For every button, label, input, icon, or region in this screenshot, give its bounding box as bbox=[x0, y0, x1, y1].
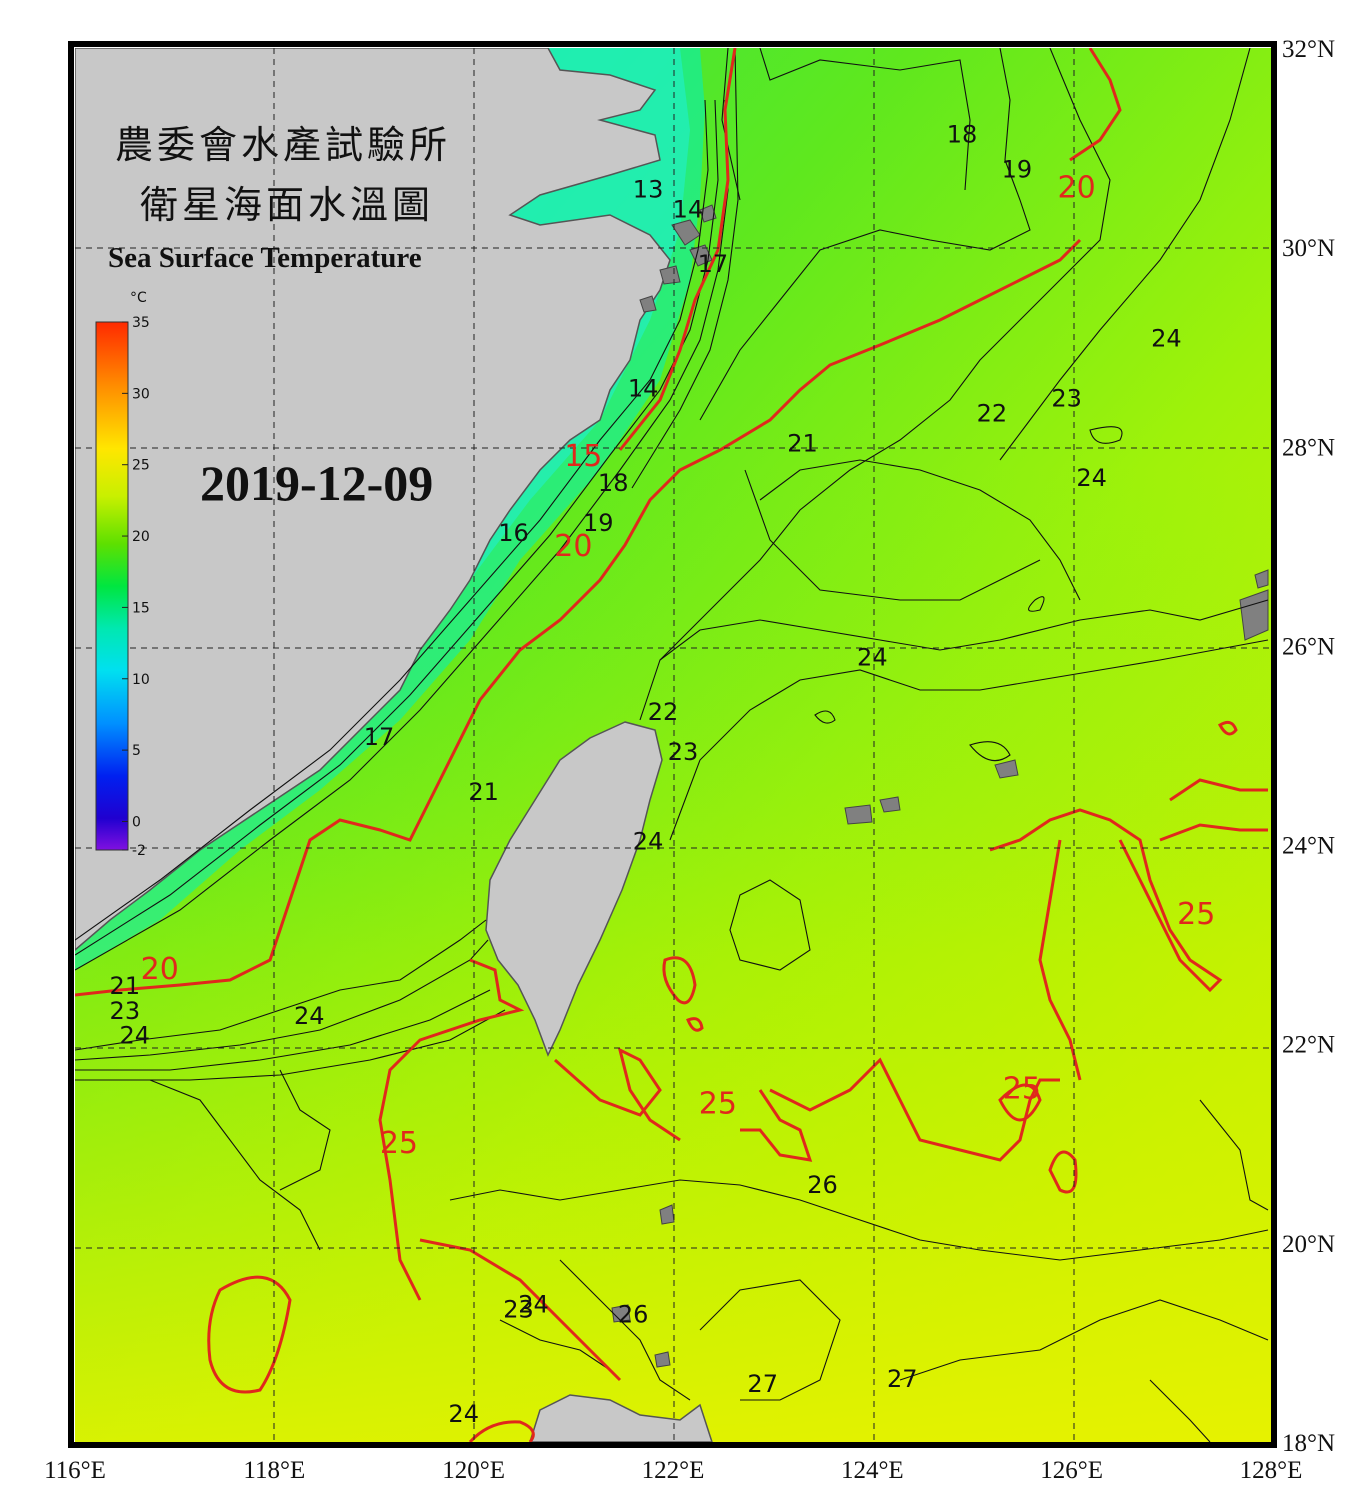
isotherm-label: 24 bbox=[120, 1022, 151, 1050]
isotherm-label: 13 bbox=[633, 175, 664, 203]
isotherm-label: 23 bbox=[110, 997, 141, 1025]
map-frame bbox=[68, 41, 1277, 1448]
colorbar-tick-label: 5 bbox=[132, 743, 141, 759]
colorbar-tick-label: 25 bbox=[132, 458, 150, 474]
colorbar-tick-label: 35 bbox=[132, 315, 150, 331]
isotherm-label: 27 bbox=[887, 1365, 918, 1393]
major-isotherm-label: 20 bbox=[141, 952, 179, 987]
latitude-label: 32°N bbox=[1282, 36, 1335, 63]
title-agency: 農委會水產試驗所 bbox=[115, 123, 451, 167]
isotherm-label: 19 bbox=[1002, 155, 1033, 183]
longitude-label: 120°E bbox=[442, 1457, 505, 1484]
major-isotherm-label: 20 bbox=[1058, 170, 1096, 205]
longitude-label: 118°E bbox=[243, 1457, 305, 1484]
isotherm-label: 21 bbox=[110, 972, 141, 1000]
colorbar-tick-label: -2 bbox=[132, 843, 146, 859]
isotherm-label: 19 bbox=[583, 509, 614, 537]
china-mainland bbox=[75, 48, 671, 951]
isotherm-label: 24 bbox=[294, 1002, 325, 1030]
isotherm-label: 24 bbox=[518, 1291, 549, 1319]
isotherm-label: 26 bbox=[618, 1301, 649, 1329]
isotherm-label: 23 bbox=[668, 738, 699, 766]
colorbar-tick-label: 10 bbox=[132, 672, 150, 688]
colorbar-tick-label: 0 bbox=[132, 814, 141, 830]
longitude-label: 126°E bbox=[1040, 1457, 1103, 1484]
isotherm-label: 22 bbox=[977, 399, 1008, 427]
graticule bbox=[75, 48, 1271, 1442]
isotherm-label: 18 bbox=[947, 121, 978, 149]
colorbar-gradient bbox=[95, 321, 129, 851]
latitude-label: 26°N bbox=[1282, 633, 1335, 660]
isotherm-label: 22 bbox=[648, 698, 679, 726]
title-map-name: 衛星海面水溫圖 bbox=[140, 183, 434, 227]
isotherm-label: 14 bbox=[673, 195, 704, 223]
isotherm-label: 24 bbox=[1076, 464, 1107, 492]
taiwan-island bbox=[485, 721, 663, 1057]
latitude-label: 20°N bbox=[1282, 1231, 1335, 1258]
colorbar: °C 35 30 25 20 15 10 5 0 -2 bbox=[95, 290, 150, 859]
longitude-labels: 116°E 118°E 120°E 122°E 124°E 126°E 128°E bbox=[44, 1457, 1302, 1484]
latitude-label: 28°N bbox=[1282, 434, 1335, 461]
major-isotherm-label: 15 bbox=[564, 439, 602, 474]
map-date: 2019-12-09 bbox=[200, 455, 433, 511]
colorbar-unit: °C bbox=[130, 290, 147, 306]
isotherm-label: 26 bbox=[807, 1171, 838, 1199]
isotherm-label: 24 bbox=[857, 643, 888, 671]
isotherm-label: 24 bbox=[448, 1400, 479, 1428]
isotherm-label: 24 bbox=[1151, 325, 1182, 353]
latitude-label: 30°N bbox=[1282, 235, 1335, 262]
luzon-island bbox=[529, 1394, 713, 1442]
longitude-label: 124°E bbox=[841, 1457, 904, 1484]
latitude-label: 24°N bbox=[1282, 833, 1335, 860]
longitude-label: 116°E bbox=[44, 1457, 106, 1484]
longitude-label: 128°E bbox=[1240, 1457, 1303, 1484]
isotherm-label: 21 bbox=[787, 429, 818, 457]
colorbar-tick-label: 30 bbox=[132, 386, 150, 402]
latitude-labels: 32°N 30°N 28°N 26°N 24°N 22°N 20°N 18°N bbox=[1282, 36, 1335, 1457]
isotherm-label: 23 bbox=[1051, 384, 1082, 412]
major-isotherm-label: 25 bbox=[1003, 1071, 1041, 1106]
title-english: Sea Surface Temperature bbox=[108, 242, 422, 274]
zhoushan-islands bbox=[639, 204, 717, 313]
major-isotherm-label: 25 bbox=[1177, 897, 1215, 932]
latitude-label: 22°N bbox=[1282, 1032, 1335, 1059]
isotherm-label: 23 bbox=[503, 1296, 534, 1324]
isotherm-label: 16 bbox=[498, 519, 529, 547]
isotherm-label: 17 bbox=[698, 250, 729, 278]
latitude-label: 18°N bbox=[1282, 1430, 1335, 1457]
major-isotherm-label: 25 bbox=[380, 1126, 418, 1161]
isotherm-label: 24 bbox=[633, 828, 664, 856]
major-isotherm-label: 20 bbox=[554, 529, 592, 564]
colorbar-tick-label: 15 bbox=[132, 600, 150, 616]
isotherm-label: 14 bbox=[628, 375, 659, 403]
colorbar-tick-label: 20 bbox=[132, 529, 150, 545]
isotherm-label: 21 bbox=[468, 778, 499, 806]
isotherm-labels: 1314171819202423222124141518192016242223… bbox=[110, 121, 1216, 1428]
major-isotherm-label: 25 bbox=[699, 1086, 737, 1121]
isotherm-label: 17 bbox=[364, 723, 395, 751]
longitude-label: 122°E bbox=[642, 1457, 705, 1484]
isotherm-label: 18 bbox=[598, 469, 629, 497]
isotherms bbox=[75, 48, 1269, 1442]
isotherm-label: 27 bbox=[747, 1370, 778, 1398]
